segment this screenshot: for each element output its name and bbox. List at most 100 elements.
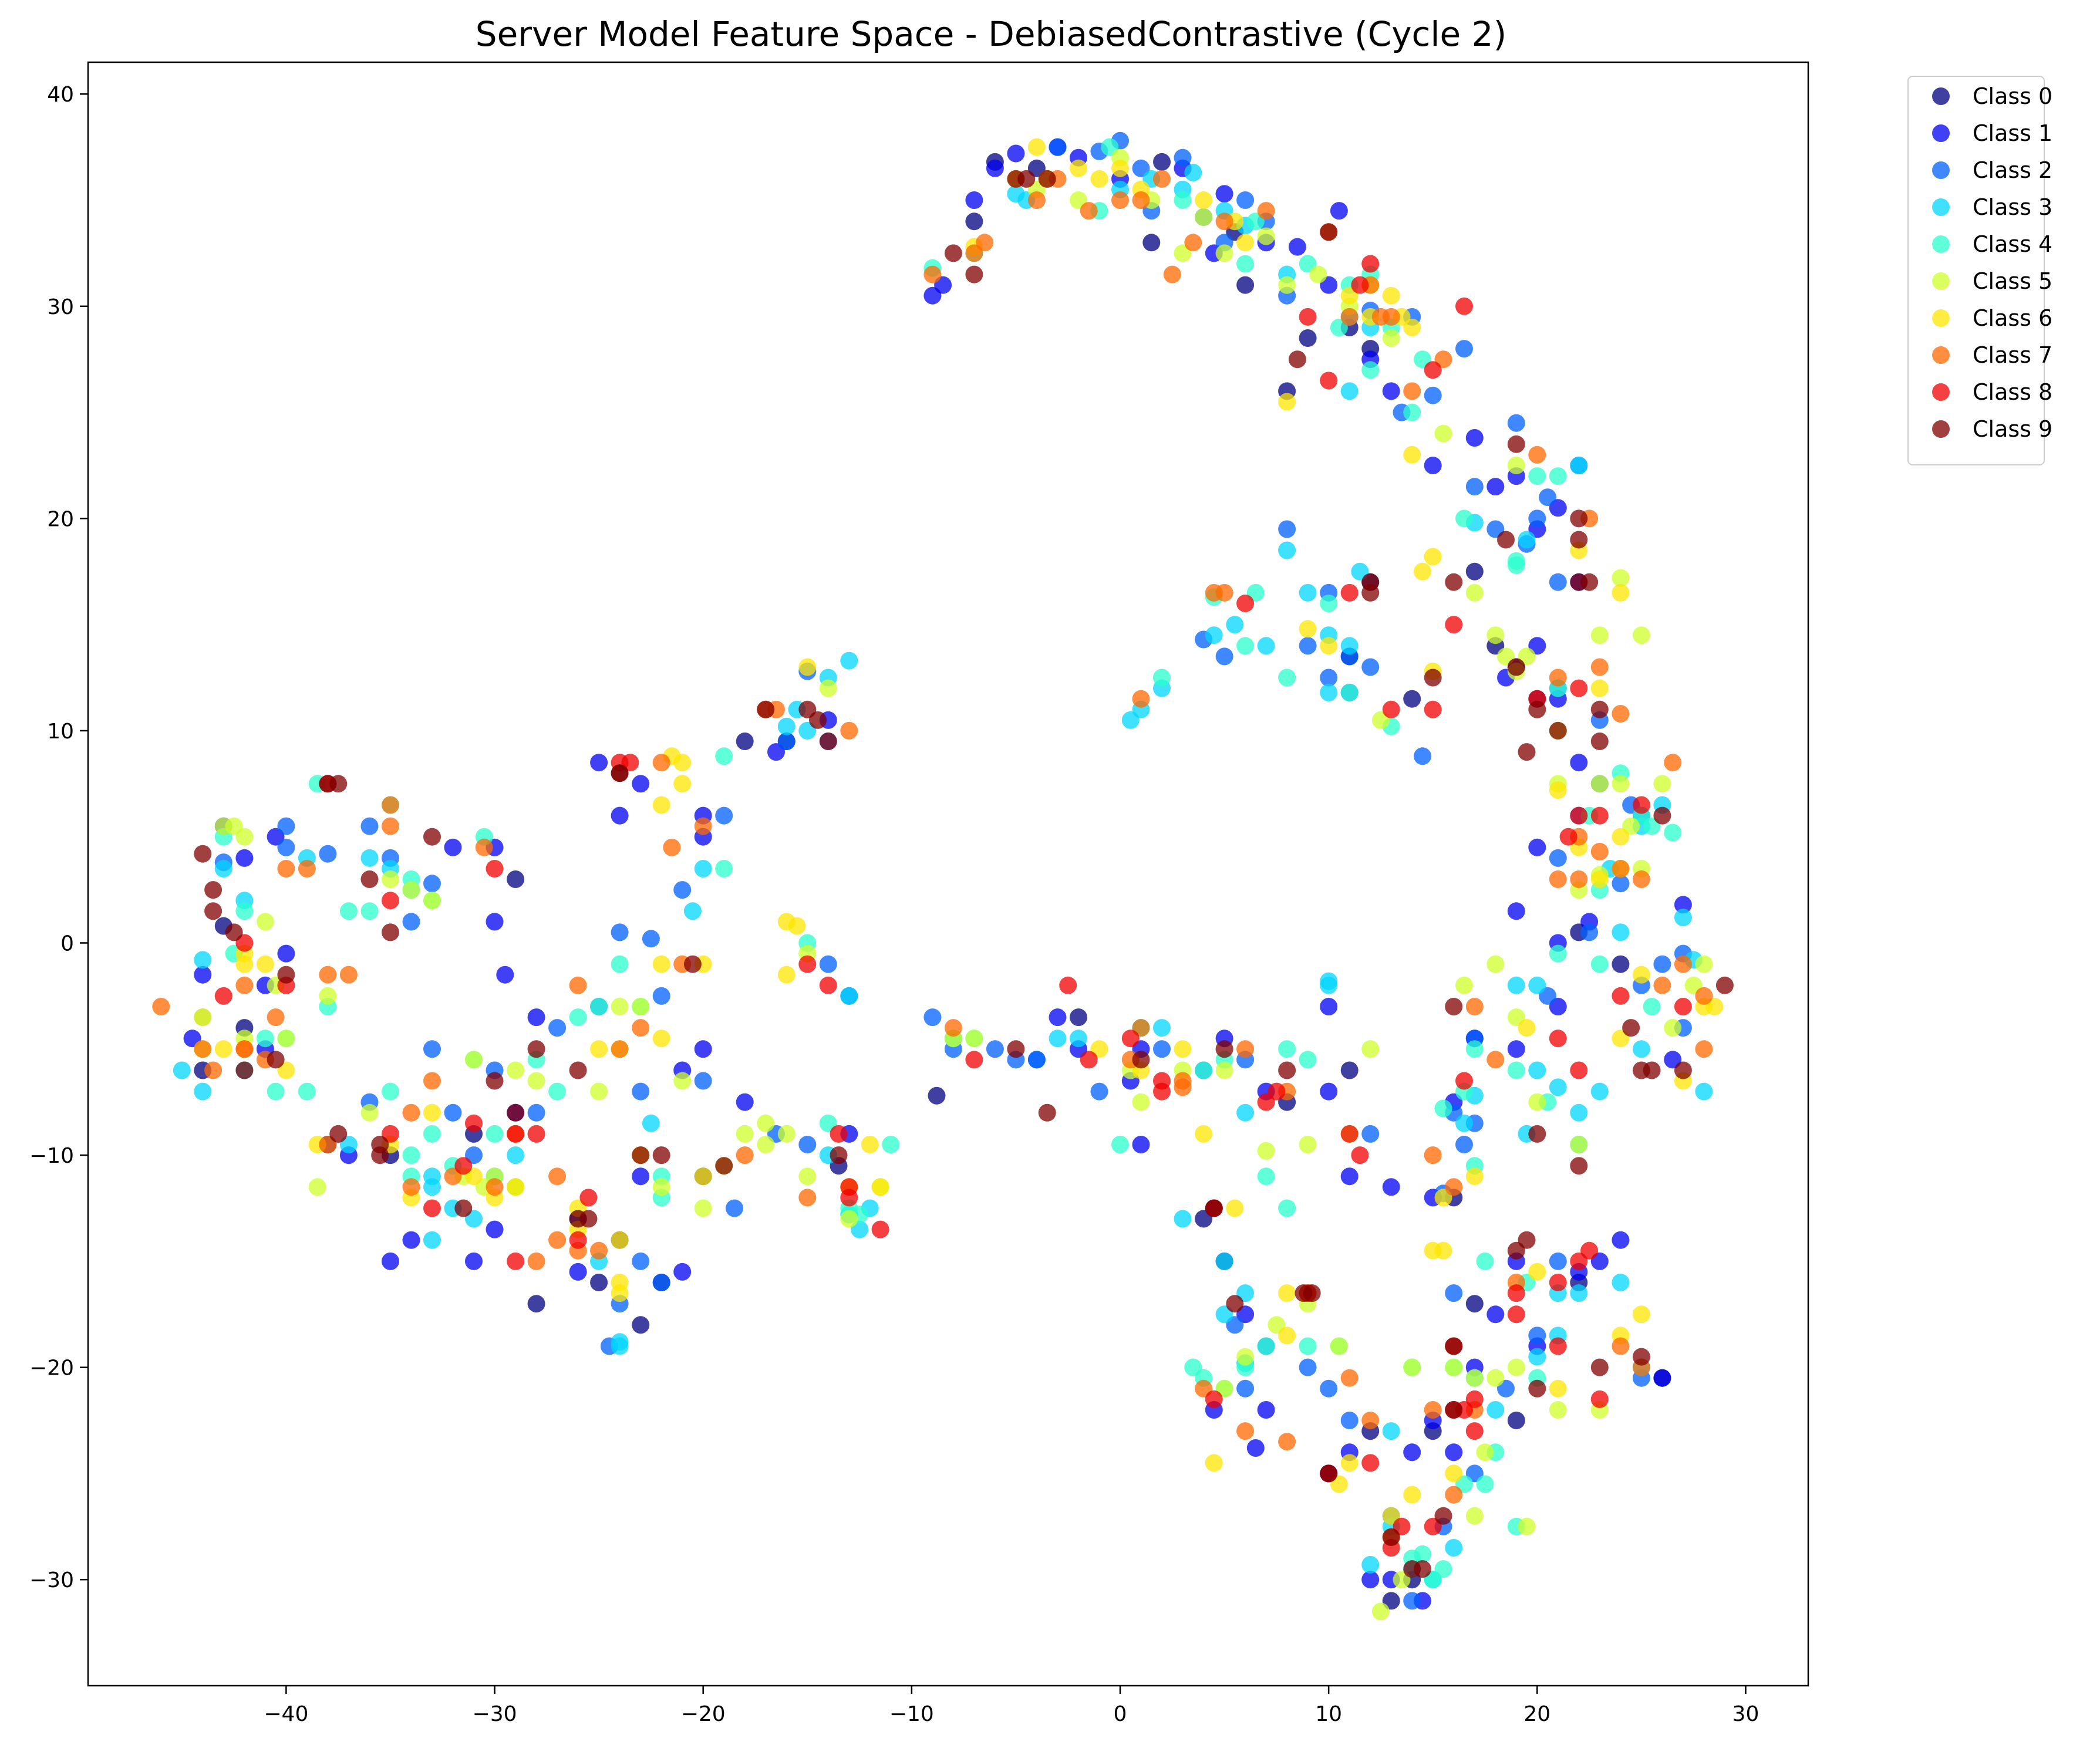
scatter-point [1215,1040,1233,1058]
scatter-point [673,1072,692,1090]
scatter-point [214,987,232,1005]
scatter-point [1215,244,1233,262]
scatter-point [798,955,817,973]
scatter-point [1465,998,1484,1015]
scatter-point [1070,159,1087,177]
scatter-point [465,1051,483,1069]
scatter-point [840,721,858,740]
scatter-point [819,679,837,697]
scatter-point [527,1008,545,1027]
legend-label: Class 6 [1973,305,2052,331]
scatter-point [1320,1082,1338,1101]
scatter-point [423,1125,441,1143]
scatter-point [1455,1072,1473,1090]
scatter-point [1371,1602,1390,1621]
scatter-point [569,1231,587,1249]
scatter-point [1017,170,1036,188]
scatter-point [1507,1412,1525,1429]
scatter-point [1038,1103,1056,1122]
scatter-point [1299,1358,1317,1376]
scatter-point [507,1061,525,1079]
scatter-point [507,1252,525,1270]
scatter-point [204,902,223,920]
scatter-point [194,1008,212,1027]
scatter-point [1570,806,1588,825]
scatter-point [1445,1401,1463,1419]
scatter-point [382,892,399,910]
scatter-point [1309,265,1327,283]
scatter-point [1403,1486,1421,1504]
scatter-point [486,1178,504,1196]
scatter-point [454,1157,473,1175]
scatter-point [1612,705,1630,723]
scatter-point [486,860,504,877]
scatter-point [1330,1337,1348,1355]
y-tick-label: 20 [47,507,74,531]
scatter-point [1153,170,1171,188]
scatter-point [1632,796,1650,814]
scatter-point [194,966,212,984]
scatter-point [632,775,650,793]
scatter-point [1445,1464,1463,1483]
scatter-point [1320,223,1338,241]
scatter-point [1528,1348,1546,1366]
scatter-point [1570,531,1588,549]
scatter-point [1153,1082,1171,1101]
scatter-point [1590,1358,1609,1376]
scatter-point [944,1019,962,1037]
scatter-point [652,1274,670,1291]
scatter-point [1570,870,1588,888]
scatter-point [1299,329,1317,347]
scatter-point [819,976,837,994]
scatter-point [360,902,379,920]
scatter-point [1205,1199,1223,1217]
scatter-point [267,1008,285,1027]
scatter-point [1528,445,1546,464]
scatter-point [548,1167,567,1186]
scatter-point [1268,1082,1286,1101]
scatter-point [1549,1401,1567,1419]
scatter-point [1455,1136,1473,1153]
scatter-point [1674,896,1692,914]
scatter-point [423,1199,441,1217]
scatter-point [1361,1412,1380,1429]
scatter-point [1111,191,1129,209]
scatter-point [1507,1284,1525,1302]
scatter-point [1403,1592,1421,1610]
scatter-point [1153,1040,1171,1058]
scatter-point [423,1178,441,1196]
scatter-point [1695,955,1713,973]
x-tick-label: −10 [889,1702,934,1726]
scatter-point [496,966,514,984]
scatter-point [527,1295,545,1313]
scatter-point [694,860,712,877]
scatter-point [1445,1539,1463,1557]
scatter-point [965,1051,983,1069]
scatter-point [1382,286,1400,305]
scatter-point [715,1157,733,1175]
scatter-point [611,955,629,973]
scatter-point [507,1125,525,1143]
scatter-point [1476,1443,1494,1462]
y-tick-label: −10 [29,1144,74,1168]
scatter-point [777,966,795,984]
chart-title: Server Model Feature Space - DebiasedCon… [476,14,1506,54]
scatter-point [1476,1475,1494,1493]
scatter-point [1320,1464,1338,1483]
scatter-point [798,1167,817,1186]
scatter-point [277,860,295,877]
scatter-point [1174,1210,1192,1228]
scatter-point [1590,955,1609,973]
scatter-point [1445,573,1463,591]
scatter-point [1340,382,1359,400]
scatter-point [1653,955,1671,973]
scatter-point [360,817,379,835]
scatter-point [527,1040,545,1058]
scatter-point [1351,276,1369,294]
scatter-point [1299,620,1317,638]
scatter-point [1142,234,1161,252]
scatter-point [1455,509,1473,528]
scatter-point [1424,457,1442,474]
scatter-point [1163,265,1181,283]
